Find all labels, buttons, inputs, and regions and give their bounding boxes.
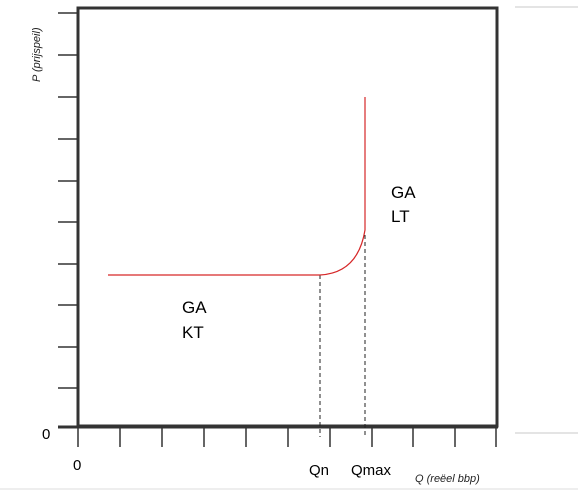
x-axis-ticks [77, 427, 497, 447]
ga-kt-label-line1: GA [182, 298, 207, 317]
y-axis-ticks [58, 12, 78, 389]
ga-kt-label-line2: KT [182, 323, 204, 342]
ga-lt-label-line1: GA [391, 183, 416, 202]
qmax-label: Qmax [351, 462, 392, 479]
ga-lt-label-line2: LT [391, 207, 410, 226]
plot-frame [76, 6, 499, 428]
x-axis-zero-label: 0 [73, 457, 81, 474]
aggregate-supply-curve [108, 97, 366, 276]
y-axis-zero-label: 0 [42, 426, 50, 443]
qn-label: Qn [309, 462, 329, 479]
x-axis-title: Q (reëel bbp) [415, 473, 480, 485]
y-axis-title: P (prijspeil) [31, 27, 43, 82]
